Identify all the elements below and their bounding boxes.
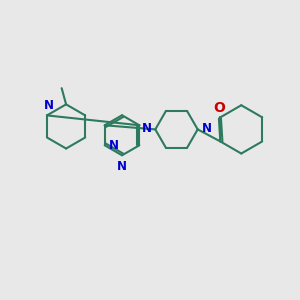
Text: O: O [213,101,225,115]
Text: N: N [109,139,119,152]
Text: N: N [117,160,127,173]
Text: N: N [142,122,152,135]
Text: N: N [202,122,212,135]
Text: N: N [44,99,53,112]
